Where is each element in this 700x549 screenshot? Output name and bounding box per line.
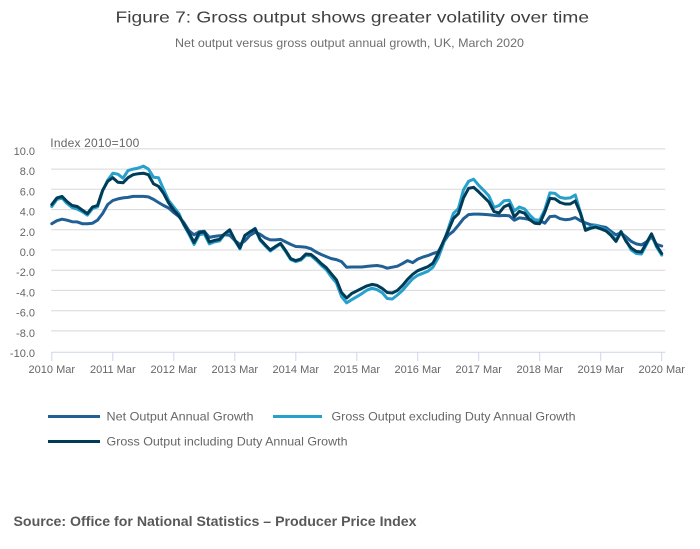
svg-text:Net output versus gross output: Net output versus gross output annual gr… [175, 36, 524, 50]
svg-text:Gross Output including Duty An: Gross Output including Duty Annual Growt… [107, 435, 348, 449]
svg-text:2015 Mar: 2015 Mar [334, 364, 381, 376]
svg-text:-2.0: -2.0 [16, 267, 35, 279]
svg-text:2014 Mar: 2014 Mar [273, 364, 320, 376]
svg-text:Net Output Annual Growth: Net Output Annual Growth [107, 410, 254, 424]
svg-text:2011 Mar: 2011 Mar [90, 364, 136, 376]
svg-text:2013 Mar: 2013 Mar [212, 364, 259, 376]
svg-text:2.0: 2.0 [20, 227, 35, 239]
svg-text:Index 2010=100: Index 2010=100 [50, 136, 139, 150]
svg-text:-4.0: -4.0 [16, 287, 35, 299]
svg-text:8.0: 8.0 [20, 166, 35, 178]
svg-text:Gross Output excluding Duty An: Gross Output excluding Duty Annual Growt… [332, 410, 576, 424]
svg-text:2010 Mar: 2010 Mar [29, 364, 76, 376]
svg-text:2020 Mar: 2020 Mar [638, 364, 685, 376]
svg-text:-8.0: -8.0 [16, 328, 35, 340]
svg-text:2017 Mar: 2017 Mar [455, 364, 502, 376]
svg-text:10.0: 10.0 [14, 146, 35, 158]
svg-text:2019 Mar: 2019 Mar [577, 364, 624, 376]
svg-text:0.0: 0.0 [20, 247, 35, 259]
svg-text:-10.0: -10.0 [10, 348, 35, 360]
svg-text:-6.0: -6.0 [16, 308, 35, 320]
svg-text:Figure 7: Gross output shows g: Figure 7: Gross output shows greater vol… [116, 10, 590, 27]
svg-text:2016 Mar: 2016 Mar [394, 364, 441, 376]
svg-text:Source: Office for National St: Source: Office for National Statistics –… [14, 513, 417, 529]
svg-text:2018 Mar: 2018 Mar [516, 364, 563, 376]
svg-text:6.0: 6.0 [20, 186, 35, 198]
svg-text:4.0: 4.0 [20, 207, 35, 219]
svg-text:2012 Mar: 2012 Mar [151, 364, 198, 376]
